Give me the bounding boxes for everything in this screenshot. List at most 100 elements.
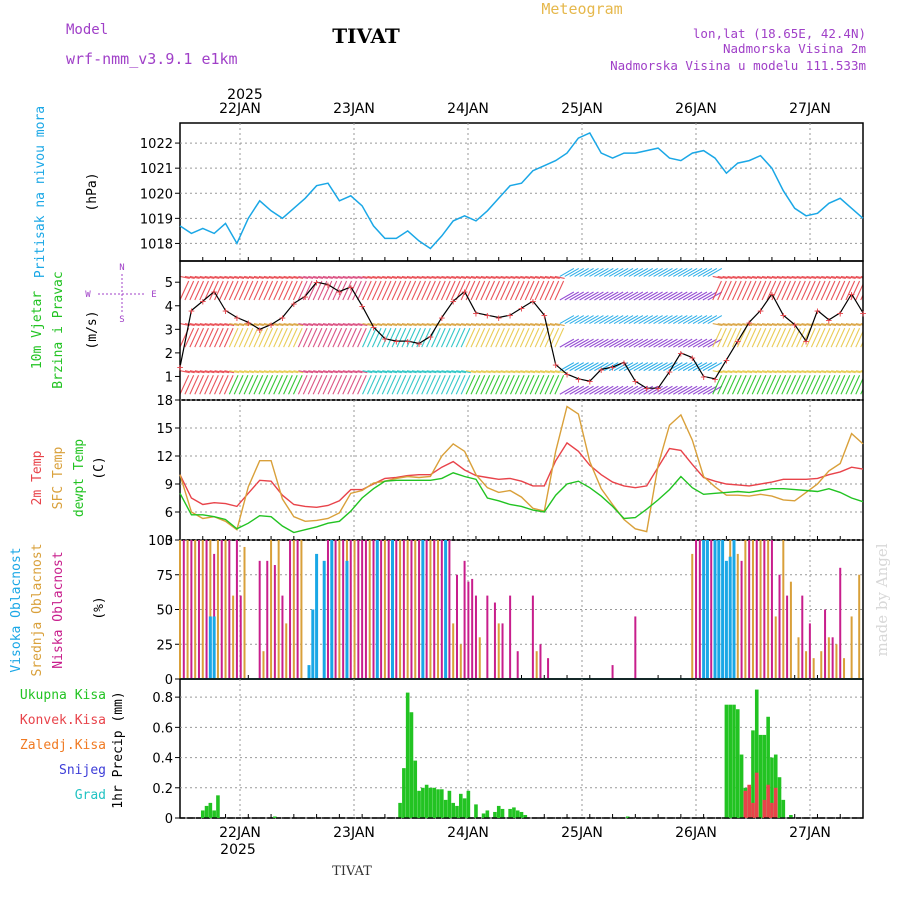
cloud-bar [300,540,303,679]
y-tick-label: 9 [165,478,173,493]
wind-barb [209,375,219,395]
wind-barb [223,375,234,395]
cloud-bar [732,540,736,679]
cloud-bar [326,540,329,679]
wind-barbs [180,267,863,395]
wind-barb [426,280,436,301]
wind-barb [771,375,782,395]
wind-barb [495,275,506,280]
wind-barb [322,375,333,395]
wind-barb [514,375,525,395]
wind-barb [322,323,333,327]
mid-cloud-ylabel: Srednja Oblacnost [30,543,45,676]
wind-barb [426,375,436,395]
wind-barb [559,338,575,348]
wind-barb [796,280,806,301]
wind-barb [470,370,481,374]
wind-barb [663,362,678,372]
precip-bar [735,709,740,818]
wind-barb [687,338,703,348]
wind-barb [367,370,378,374]
wind-barb [752,323,763,327]
temp-line-temp2m [179,441,864,509]
wind-barb [579,315,594,325]
wind-barb [529,375,540,395]
wind-barb [381,375,392,395]
wind-barb [327,280,338,301]
wind-barb [668,338,683,348]
wind-barb [554,280,565,301]
wind-speed-marker: + [723,354,730,367]
low-cloud-ylabel: Niska Oblacnost [51,551,66,668]
wind-barb [761,323,772,327]
y-tick-label: 0 [165,812,173,827]
wind-barb [589,315,604,325]
wind-barb [515,275,526,280]
cloud-bar [805,651,808,679]
cloud-bar [463,560,466,679]
wind-barb [342,275,353,280]
wind-barb [599,385,614,395]
wind-barb [214,275,225,280]
wind-barb [352,323,363,327]
wind-barb [406,280,417,301]
y-tick-label: 0.6 [152,721,173,736]
wind-barb [810,280,821,301]
wind-barb [209,280,219,301]
wind-speed-marker: + [382,333,389,346]
cloud-bar [611,665,614,679]
cloud-bar [224,540,227,679]
wind-barb [189,275,200,280]
cloud-bar [220,540,223,679]
wind-barb [535,323,546,327]
pressure-unit: (hPa) [85,172,100,211]
wind-barb [623,338,639,348]
precip-bar [428,787,433,818]
wind-barb [673,338,688,348]
precip-bar [770,802,774,818]
wind-barb [722,327,732,348]
wind-barb [445,327,456,348]
wind-panel: 1 2 3 4 5 + + + + + + + + + + + + + + + + + + + + + + + + + + + + + + + + + + +… [165,260,867,401]
precip-bar [204,805,209,818]
wind-barb [455,327,466,348]
wind-speed-marker: + [530,295,537,308]
wind-barb [293,323,304,327]
wind-barb [692,338,708,348]
precip-bar [500,808,505,818]
wind-barb [599,315,614,325]
wind-barb [623,385,639,395]
wind-barb [579,362,594,372]
wind-barb [184,275,195,280]
y-tick-label: 1018 [140,237,173,252]
cloud-bar [390,540,394,679]
wind-barb [347,280,357,301]
wind-barb [357,280,367,301]
wind-barb [515,370,526,374]
wind-barb [209,327,219,348]
wind-barb [184,323,195,327]
wind-barb [292,280,303,301]
top-day-label: 23JAN [333,101,375,117]
wind-barb [327,327,338,348]
cloud-bar [270,540,273,679]
cloud-bar [839,567,842,679]
wind-barb [391,327,402,348]
precip-bar [519,811,524,818]
wind-barb [218,375,229,395]
cloud-bar [433,540,436,679]
wind-barb [505,327,515,348]
cloud-bar [748,540,751,679]
wind-barb [524,375,535,395]
wind-speed-marker: + [370,321,377,334]
wind-barb [831,370,841,374]
wind-barb [288,370,299,374]
wind-barb [253,327,264,348]
wind-barb [638,338,654,348]
cloud-bar [228,540,231,679]
bottom-day-label: 23JAN [333,825,375,841]
wind-barb [643,315,658,325]
wind-barb [228,280,239,301]
wind-barb [470,275,481,280]
precip-bar [466,790,471,818]
